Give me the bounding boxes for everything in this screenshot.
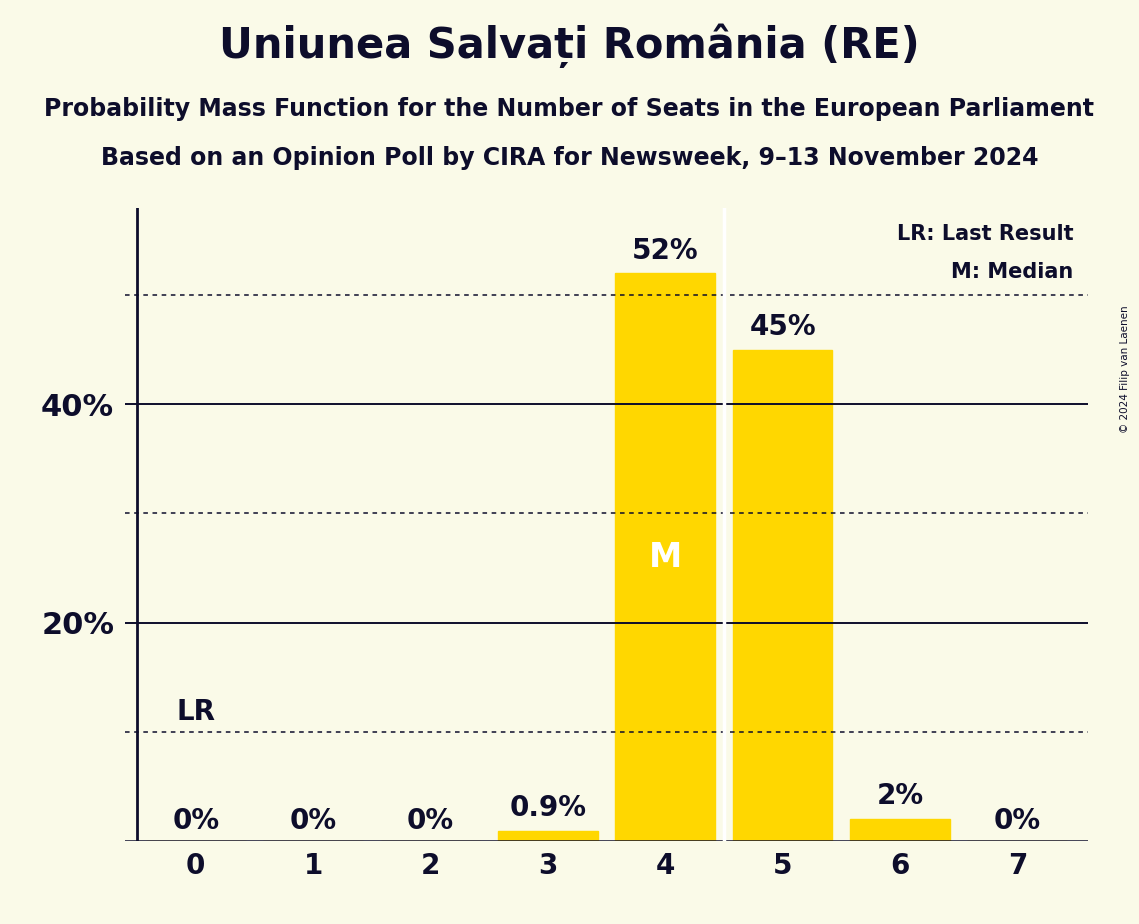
- Text: 52%: 52%: [632, 237, 698, 264]
- Text: 45%: 45%: [749, 313, 816, 341]
- Text: M: Median: M: Median: [951, 261, 1073, 282]
- Text: LR: Last Result: LR: Last Result: [896, 224, 1073, 244]
- Bar: [615, 274, 715, 841]
- Text: M: M: [648, 541, 682, 574]
- Text: Uniunea Salvați România (RE): Uniunea Salvați România (RE): [219, 23, 920, 67]
- Bar: [498, 831, 598, 841]
- Bar: [732, 350, 833, 841]
- Text: LR: LR: [177, 699, 215, 726]
- Text: 0%: 0%: [289, 808, 337, 835]
- Text: 2%: 2%: [876, 783, 924, 810]
- Text: © 2024 Filip van Laenen: © 2024 Filip van Laenen: [1120, 306, 1130, 433]
- Text: Based on an Opinion Poll by CIRA for Newsweek, 9–13 November 2024: Based on an Opinion Poll by CIRA for New…: [100, 146, 1039, 170]
- Text: 0%: 0%: [407, 808, 454, 835]
- Bar: [850, 819, 950, 841]
- Text: Probability Mass Function for the Number of Seats in the European Parliament: Probability Mass Function for the Number…: [44, 97, 1095, 121]
- Text: 0.9%: 0.9%: [509, 795, 587, 822]
- Text: 0%: 0%: [172, 808, 220, 835]
- Text: 0%: 0%: [993, 808, 1041, 835]
